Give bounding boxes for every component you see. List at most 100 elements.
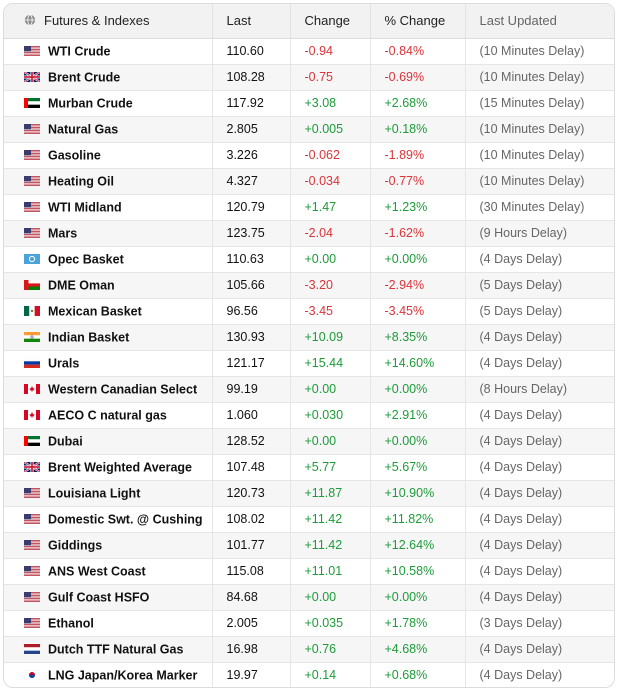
- last-updated: (8 Hours Delay): [465, 376, 614, 403]
- table-row[interactable]: Indian Basket 130.93 +10.09 +8.35% (4 Da…: [4, 324, 614, 351]
- instrument-name-cell[interactable]: Heating Oil: [4, 168, 213, 195]
- instrument-name-cell[interactable]: Domestic Swt. @ Cushing: [4, 506, 213, 533]
- table-row[interactable]: Dubai 128.52 +0.00 +0.00% (4 Days Delay): [4, 428, 614, 455]
- instrument-name-cell[interactable]: Mexican Basket: [4, 298, 213, 325]
- header-percent-change[interactable]: % Change: [370, 4, 466, 39]
- instrument-name-cell[interactable]: Mars: [4, 220, 213, 247]
- om-flag-icon: [24, 279, 40, 291]
- table-row[interactable]: Opec Basket 110.63 +0.00 +0.00% (4 Days …: [4, 246, 614, 273]
- instrument-name[interactable]: Murban Crude: [48, 96, 133, 111]
- last-price: 123.75: [212, 220, 291, 247]
- instrument-name-cell[interactable]: Western Canadian Select: [4, 376, 213, 403]
- instrument-name[interactable]: Domestic Swt. @ Cushing: [48, 512, 203, 527]
- instrument-name-cell[interactable]: DME Oman: [4, 272, 213, 299]
- ae-flag-icon: [24, 97, 40, 109]
- instrument-name[interactable]: Mars: [48, 226, 78, 241]
- percent-change-value: +0.00%: [370, 246, 466, 273]
- instrument-name[interactable]: Gulf Coast HSFO: [48, 590, 150, 605]
- instrument-name[interactable]: Indian Basket: [48, 330, 130, 345]
- instrument-name-cell[interactable]: WTI Midland: [4, 194, 213, 221]
- table-row[interactable]: Mexican Basket 96.56 -3.45 -3.45% (5 Day…: [4, 298, 614, 325]
- table-row[interactable]: WTI Crude 110.60 -0.94 -0.84% (10 Minute…: [4, 38, 614, 65]
- instrument-name[interactable]: Brent Crude: [48, 70, 121, 85]
- header-futures-indexes[interactable]: Futures & Indexes: [4, 4, 213, 39]
- instrument-name-cell[interactable]: Brent Weighted Average: [4, 454, 213, 481]
- last-updated: (4 Days Delay): [465, 246, 614, 273]
- instrument-name[interactable]: Natural Gas: [48, 122, 119, 137]
- instrument-name[interactable]: Brent Weighted Average: [48, 460, 193, 475]
- instrument-name[interactable]: Ethanol: [48, 616, 94, 631]
- table-row[interactable]: WTI Midland 120.79 +1.47 +1.23% (30 Minu…: [4, 194, 614, 221]
- instrument-name-cell[interactable]: WTI Crude: [4, 38, 213, 65]
- instrument-name-cell[interactable]: Louisiana Light: [4, 480, 213, 507]
- instrument-name[interactable]: Gasoline: [48, 148, 101, 163]
- table-row[interactable]: ANS West Coast 115.08 +11.01 +10.58% (4 …: [4, 558, 614, 585]
- last-price: 110.63: [212, 246, 291, 273]
- table-row[interactable]: Brent Weighted Average 107.48 +5.77 +5.6…: [4, 454, 614, 481]
- instrument-name-cell[interactable]: Opec Basket: [4, 246, 213, 273]
- table-row[interactable]: Ethanol 2.005 +0.035 +1.78% (3 Days Dela…: [4, 610, 614, 637]
- instrument-name[interactable]: ANS West Coast: [48, 564, 146, 579]
- table-row[interactable]: Gasoline 3.226 -0.062 -1.89% (10 Minutes…: [4, 142, 614, 169]
- table-row[interactable]: Heating Oil 4.327 -0.034 -0.77% (10 Minu…: [4, 168, 614, 195]
- table-row[interactable]: Mars 123.75 -2.04 -1.62% (9 Hours Delay): [4, 220, 614, 247]
- us-flag-icon: [24, 617, 40, 629]
- percent-change-value: +14.60%: [370, 350, 466, 377]
- instrument-name[interactable]: AECO C natural gas: [48, 408, 167, 423]
- instrument-name[interactable]: Louisiana Light: [48, 486, 141, 501]
- instrument-name[interactable]: Mexican Basket: [48, 304, 142, 319]
- table-row[interactable]: Brent Crude 108.28 -0.75 -0.69% (10 Minu…: [4, 64, 614, 91]
- instrument-name-cell[interactable]: Indian Basket: [4, 324, 213, 351]
- table-row[interactable]: Murban Crude 117.92 +3.08 +2.68% (15 Min…: [4, 90, 614, 117]
- table-row[interactable]: AECO C natural gas 1.060 +0.030 +2.91% (…: [4, 402, 614, 429]
- instrument-name-cell[interactable]: Natural Gas: [4, 116, 213, 143]
- instrument-name-cell[interactable]: Urals: [4, 350, 213, 377]
- instrument-name-cell[interactable]: LNG Japan/Korea Marker: [4, 662, 213, 687]
- instrument-name[interactable]: Dubai: [48, 434, 83, 449]
- table-row[interactable]: Giddings 101.77 +11.42 +12.64% (4 Days D…: [4, 532, 614, 559]
- instrument-name[interactable]: LNG Japan/Korea Marker: [48, 668, 198, 683]
- instrument-name[interactable]: WTI Midland: [48, 200, 122, 215]
- table-row[interactable]: Gulf Coast HSFO 84.68 +0.00 +0.00% (4 Da…: [4, 584, 614, 611]
- instrument-name[interactable]: Heating Oil: [48, 174, 114, 189]
- instrument-name-cell[interactable]: Giddings: [4, 532, 213, 559]
- last-updated: (15 Minutes Delay): [465, 90, 614, 117]
- table-row[interactable]: Natural Gas 2.805 +0.005 +0.18% (10 Minu…: [4, 116, 614, 143]
- table-row[interactable]: Urals 121.17 +15.44 +14.60% (4 Days Dela…: [4, 350, 614, 377]
- instrument-name[interactable]: Giddings: [48, 538, 103, 553]
- table-row[interactable]: Dutch TTF Natural Gas 16.98 +0.76 +4.68%…: [4, 636, 614, 663]
- instrument-name[interactable]: Opec Basket: [48, 252, 124, 267]
- instrument-name-cell[interactable]: Murban Crude: [4, 90, 213, 117]
- last-updated: (4 Days Delay): [465, 662, 614, 687]
- instrument-name[interactable]: Urals: [48, 356, 80, 371]
- instrument-name[interactable]: Dutch TTF Natural Gas: [48, 642, 184, 657]
- table-row[interactable]: Domestic Swt. @ Cushing 108.02 +11.42 +1…: [4, 506, 614, 533]
- header-last-updated[interactable]: Last Updated: [465, 4, 614, 39]
- instrument-name[interactable]: WTI Crude: [48, 44, 111, 59]
- instrument-name-cell[interactable]: Brent Crude: [4, 64, 213, 91]
- instrument-name-cell[interactable]: Ethanol: [4, 610, 213, 637]
- table-row[interactable]: LNG Japan/Korea Marker 19.97 +0.14 +0.68…: [4, 662, 614, 687]
- prices-table-container: Futures & Indexes Last Change % Change L…: [3, 3, 615, 688]
- last-price: 99.19: [212, 376, 291, 403]
- table-row[interactable]: Western Canadian Select 99.19 +0.00 +0.0…: [4, 376, 614, 403]
- in-flag-icon: [24, 331, 40, 343]
- instrument-name-cell[interactable]: ANS West Coast: [4, 558, 213, 585]
- change-value: +0.030: [290, 402, 371, 429]
- instrument-name-cell[interactable]: Gulf Coast HSFO: [4, 584, 213, 611]
- us-flag-icon: [24, 513, 40, 525]
- header-last[interactable]: Last: [212, 4, 291, 39]
- change-value: -0.94: [290, 38, 371, 65]
- instrument-name-cell[interactable]: AECO C natural gas: [4, 402, 213, 429]
- table-row[interactable]: Louisiana Light 120.73 +11.87 +10.90% (4…: [4, 480, 614, 507]
- instrument-name[interactable]: Western Canadian Select: [48, 382, 198, 397]
- header-change[interactable]: Change: [290, 4, 371, 39]
- last-price: 120.79: [212, 194, 291, 221]
- percent-change-value: +0.00%: [370, 428, 466, 455]
- instrument-name[interactable]: DME Oman: [48, 278, 115, 293]
- instrument-name-cell[interactable]: Dutch TTF Natural Gas: [4, 636, 213, 663]
- instrument-name-cell[interactable]: Gasoline: [4, 142, 213, 169]
- table-row[interactable]: DME Oman 105.66 -3.20 -2.94% (5 Days Del…: [4, 272, 614, 299]
- instrument-name-cell[interactable]: Dubai: [4, 428, 213, 455]
- header-label: Futures & Indexes: [44, 13, 150, 29]
